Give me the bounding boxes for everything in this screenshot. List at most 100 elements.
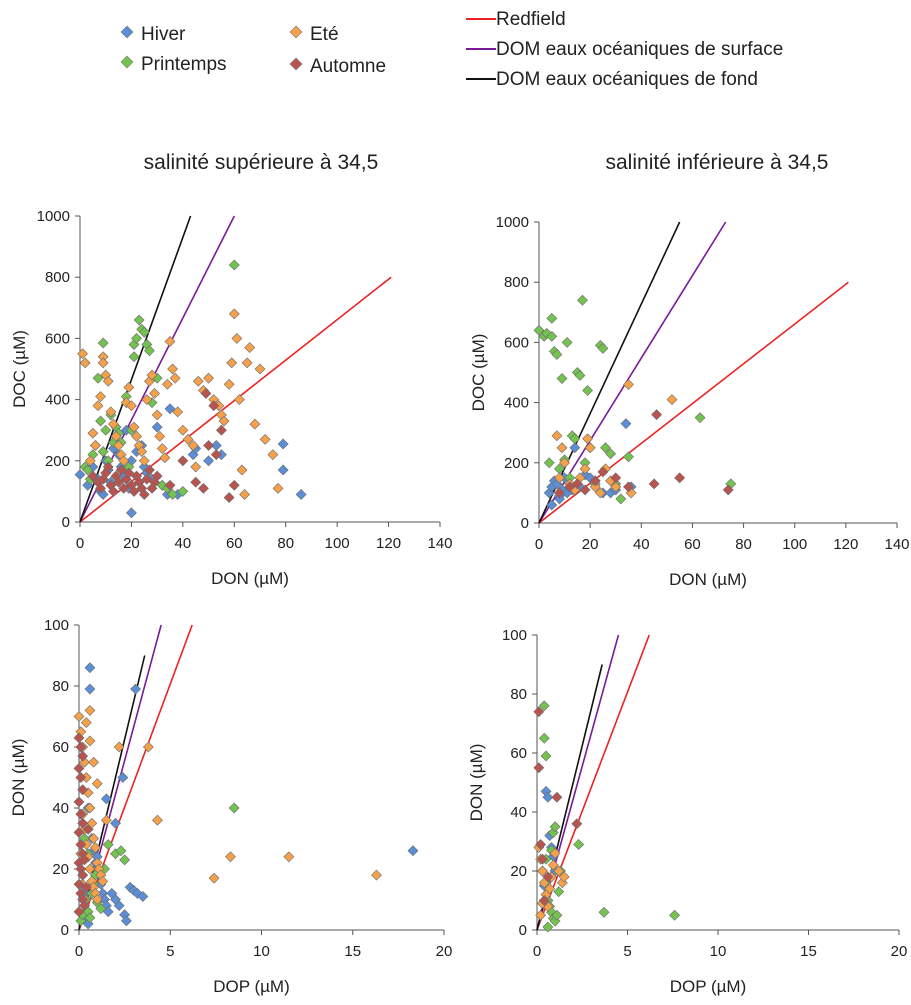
data-point-hiver <box>584 472 596 484</box>
x-tick-label: 0 <box>533 943 541 960</box>
data-point-automne <box>597 466 609 478</box>
data-point-ete <box>97 875 109 887</box>
reference-line <box>538 221 727 524</box>
reference-line <box>538 281 849 524</box>
data-point-ete <box>234 394 245 406</box>
data-point-ete <box>126 400 137 412</box>
x-tick-label: 120 <box>376 535 401 552</box>
legend-label-redfield: Redfield <box>496 9 566 30</box>
data-point-automne <box>95 482 106 494</box>
data-point-automne <box>610 472 622 484</box>
y-tick-label: 200 <box>45 453 70 470</box>
data-point-automne <box>216 424 227 436</box>
data-point-printemps <box>574 370 586 381</box>
data-point-automne <box>564 481 576 493</box>
x-axis-label: DOP (µM) <box>670 977 747 996</box>
chart-don-dop-low-salinity: 0 20 40 60 80 100 0 5 10 15 20 DOP (µM) DON (µM) <box>467 627 907 996</box>
data-point-ete <box>582 433 594 445</box>
data-point-ete <box>254 363 266 375</box>
data-point-hiver <box>130 683 141 695</box>
data-point-printemps <box>669 909 680 921</box>
data-point-printemps <box>551 909 563 921</box>
data-point-automne <box>538 895 550 906</box>
x-tick-label: 10 <box>253 943 270 960</box>
legend-label-fond: DOM eaux océaniques de fond <box>496 69 758 90</box>
data-point-hiver <box>203 455 214 467</box>
reference-line <box>536 634 650 931</box>
data-point-ete <box>113 741 125 753</box>
data-point-automne <box>75 808 87 820</box>
y-tick-label: 0 <box>61 922 69 939</box>
data-point-ete <box>84 802 96 814</box>
y-tick-label: 400 <box>45 392 70 409</box>
data-point-printemps <box>569 433 581 445</box>
data-point-ete <box>80 717 92 729</box>
data-point-automne <box>210 449 222 461</box>
legend-label-automne: Automne <box>310 56 386 77</box>
data-point-ete <box>164 336 176 347</box>
data-point-printemps <box>82 464 94 476</box>
y-tick-label: 20 <box>510 863 527 880</box>
data-point-ete <box>283 851 295 863</box>
data-point-printemps <box>119 854 131 866</box>
data-point-automne <box>138 489 150 500</box>
y-tick-label: 80 <box>510 686 527 703</box>
data-point-ete <box>218 415 230 427</box>
data-point-ete <box>223 378 235 390</box>
data-point-ete <box>110 430 122 442</box>
data-point-ete <box>623 379 634 390</box>
data-point-hiver <box>295 489 307 500</box>
data-point-automne <box>537 853 548 865</box>
data-point-automne <box>542 871 554 883</box>
data-point-hiver <box>74 469 86 480</box>
legend-label-ete: Eté <box>310 24 339 45</box>
data-point-automne <box>79 854 90 866</box>
data-point-printemps <box>556 373 568 384</box>
data-point-printemps <box>228 802 240 814</box>
data-point-automne <box>73 732 85 744</box>
data-point-printemps <box>542 921 554 933</box>
y-tick-label: 0 <box>521 515 529 532</box>
x-tick-label: 20 <box>582 536 599 553</box>
data-point-ete <box>142 741 154 753</box>
data-point-automne <box>77 784 89 796</box>
data-point-printemps <box>551 349 563 360</box>
y-tick-label: 40 <box>510 804 527 821</box>
data-point-ete <box>120 397 132 409</box>
x-tick-label: 5 <box>623 943 631 960</box>
data-point-ete <box>228 308 240 320</box>
data-point-hiver <box>407 845 419 857</box>
x-tick-label: 80 <box>277 535 294 552</box>
data-point-ete <box>113 440 124 451</box>
data-point-printemps <box>577 294 588 306</box>
x-tick-label: 100 <box>325 535 350 552</box>
data-point-automne <box>115 464 127 476</box>
column-title-right: salinité inférieure à 34,5 <box>606 151 829 174</box>
data-point-ete <box>208 872 220 884</box>
data-point-automne <box>75 741 87 753</box>
y-axis-label: DON (µM) <box>9 739 28 817</box>
data-point-ete <box>267 449 279 461</box>
data-point-ete <box>141 394 153 406</box>
data-point-automne <box>651 409 663 421</box>
data-point-printemps <box>600 442 611 454</box>
legend-marker-ete <box>289 25 303 39</box>
y-axis-label: DOC (µM) <box>10 330 29 408</box>
data-point-automne <box>141 473 153 485</box>
data-point-ete <box>92 400 104 412</box>
data-point-ete <box>579 463 591 475</box>
data-point-ete <box>203 372 214 384</box>
data-point-ete <box>152 814 163 826</box>
data-point-ete <box>547 859 559 871</box>
data-point-printemps <box>133 314 145 326</box>
data-point-printemps <box>694 412 706 424</box>
y-axis-label: DON (µM) <box>467 744 486 822</box>
x-axis-label: DOP (µM) <box>213 977 290 996</box>
data-point-automne <box>79 900 90 912</box>
data-point-printemps <box>156 479 168 491</box>
legend-marker-hiver <box>120 25 134 39</box>
data-point-ete <box>551 430 563 442</box>
y-tick-label: 800 <box>504 274 529 291</box>
data-point-ete <box>259 433 271 445</box>
x-tick-label: 5 <box>166 943 174 960</box>
